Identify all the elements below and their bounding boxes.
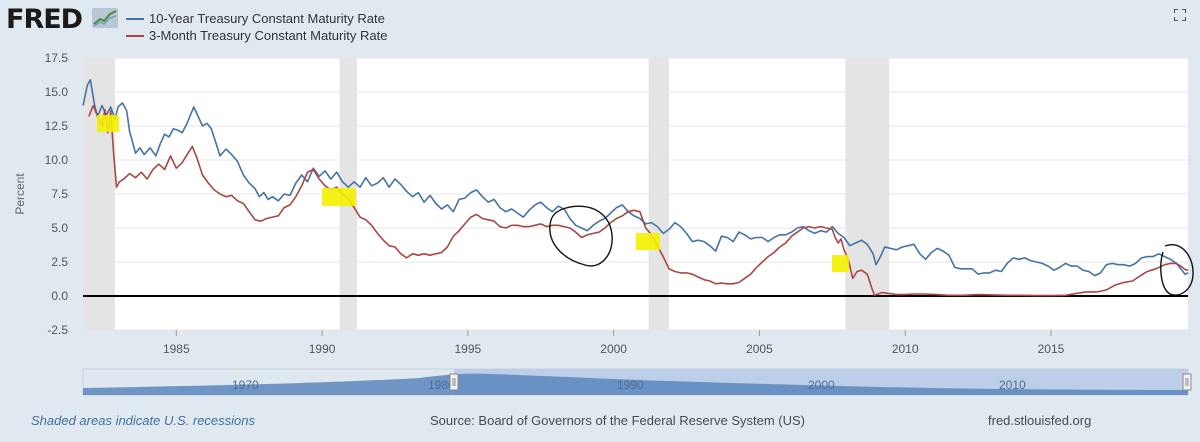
- navigator-label: 1980: [428, 378, 455, 392]
- x-tick-label: 2000: [600, 342, 627, 355]
- hand-drawn-circles: [549, 205, 1194, 296]
- series-line-10yr[interactable]: [82, 79, 1189, 277]
- hand-drawn-circle: [549, 205, 613, 267]
- chart-footer: Shaded areas indicate U.S. recessions So…: [0, 410, 1200, 434]
- highlight-mark: [636, 233, 660, 250]
- highlight-mark: [832, 255, 849, 272]
- y-tick-label: 0.0: [51, 289, 68, 303]
- navigator-label: 2010: [999, 378, 1026, 392]
- x-tick-label: 2015: [1038, 342, 1065, 355]
- y-tick-label: -2.5: [47, 323, 68, 337]
- expand-icon[interactable]: [1174, 9, 1186, 21]
- line-chart: -2.5 0.0 2.5 5.0 7.5 10.0 12.5 15.0 17.5 1985 199…: [13, 51, 1194, 355]
- x-axis-ticks: 1985 1990 1995 2000 2005 2010 2015: [163, 330, 1065, 355]
- legend-item-3mo[interactable]: 3-Month Treasury Constant Maturity Rate: [126, 27, 387, 44]
- navigator-label: 1990: [617, 378, 644, 392]
- legend-item-10yr[interactable]: 10-Year Treasury Constant Maturity Rate: [126, 10, 387, 27]
- x-tick-label: 2005: [746, 342, 773, 355]
- gridlines: [83, 57, 1188, 331]
- navigator-series-area: [83, 373, 1188, 395]
- highlight-mark: [322, 188, 356, 206]
- y-axis-ticks: -2.5 0.0 2.5 5.0 7.5 10.0 12.5 15.0 17.5: [45, 51, 69, 337]
- legend-swatch-3mo: [126, 35, 144, 37]
- y-tick-label: 2.5: [51, 255, 68, 269]
- fred-logo[interactable]: FRED: [6, 4, 83, 35]
- series-line-3mo[interactable]: [88, 104, 1189, 297]
- recessions-note: Shaded areas indicate U.S. recessions: [31, 413, 256, 428]
- x-tick-label: 1985: [163, 342, 190, 355]
- x-tick-label: 2010: [892, 342, 919, 355]
- range-navigator[interactable]: 1970 1980 1990 2000 2010: [0, 367, 1200, 401]
- legend: 10-Year Treasury Constant Maturity Rate …: [126, 10, 387, 44]
- y-tick-label: 7.5: [51, 187, 68, 201]
- y-tick-label: 5.0: [51, 221, 68, 235]
- y-tick-label: 17.5: [45, 51, 69, 65]
- chart-header: FRED 10-Year Treasury Constant Maturity …: [0, 0, 1200, 50]
- x-tick-label: 1995: [455, 342, 482, 355]
- legend-label-3mo: 3-Month Treasury Constant Maturity Rate: [149, 28, 388, 43]
- y-tick-label: 10.0: [45, 153, 69, 167]
- highlight-mark: [97, 115, 119, 132]
- hand-drawn-circle: [1160, 244, 1194, 296]
- chart-line-icon: [92, 8, 118, 28]
- navigator-label: 2000: [808, 378, 835, 392]
- x-tick-label: 1990: [309, 342, 336, 355]
- series-lines: [82, 79, 1189, 297]
- navigator-label: 1970: [232, 378, 259, 392]
- range-handle-right-icon[interactable]: [1182, 373, 1192, 391]
- source-credit: Source: Board of Governors of the Federa…: [430, 413, 805, 428]
- legend-label-10yr: 10-Year Treasury Constant Maturity Rate: [149, 11, 385, 26]
- legend-swatch-10yr: [126, 18, 144, 20]
- y-tick-label: 15.0: [45, 85, 69, 99]
- highlight-marks: [97, 115, 849, 272]
- range-handle-left-icon[interactable]: [449, 373, 459, 391]
- y-axis-label: Percent: [13, 173, 27, 215]
- site-link[interactable]: fred.stlouisfed.org: [988, 413, 1092, 428]
- y-tick-label: 12.5: [45, 119, 69, 133]
